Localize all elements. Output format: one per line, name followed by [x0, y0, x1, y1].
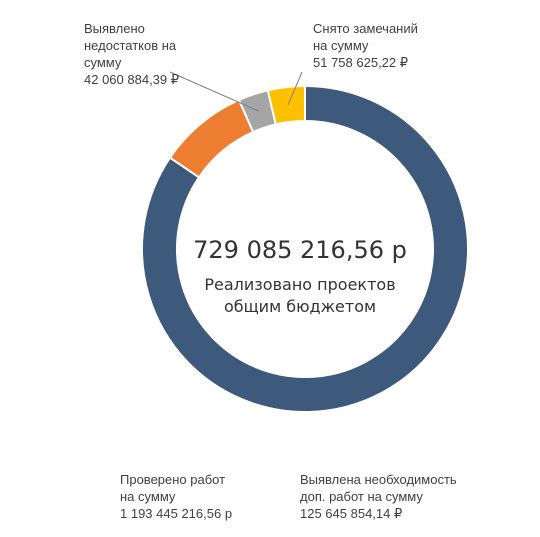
slice-removed [266, 84, 306, 126]
label-defects-line-1: Выявлено [84, 21, 145, 36]
label-removed-line-1: Снято замечаний [313, 21, 418, 36]
label-additional-line-2: доп. работ на сумму [300, 489, 423, 504]
leader-line-removed [287, 71, 303, 105]
label-removed: Снято замечаний на сумму 51 758 625,22 ₽ [313, 20, 418, 71]
label-additional-line-1: Выявлена необходимость [300, 472, 457, 487]
label-additional-value: 125 645 854,14 ₽ [300, 506, 403, 521]
label-defects-value: 42 060 884,39 ₽ [84, 72, 180, 87]
label-checked: Проверено работ на сумму 1 193 445 216,5… [120, 471, 232, 522]
label-checked-line-1: Проверено работ [120, 472, 226, 487]
label-defects-line-3: сумму [84, 55, 122, 70]
label-removed-line-2: на сумму [313, 38, 369, 53]
center-caption-line-2: общим бюджетом [223, 297, 377, 316]
label-additional: Выявлена необходимость доп. работ на сум… [300, 471, 457, 522]
label-removed-value: 51 758 625,22 ₽ [313, 55, 409, 70]
center-total-value: 729 085 216,56 р [193, 236, 407, 264]
center-caption-line-1: Реализовано проектов [204, 275, 396, 294]
leader-line-defects [169, 71, 259, 112]
center-caption: Реализовано проектов общим бюджетом [160, 274, 440, 318]
label-checked-line-2: на сумму [120, 489, 176, 504]
label-defects: Выявлено недостатков на сумму 42 060 884… [84, 20, 179, 88]
label-checked-value: 1 193 445 216,56 р [120, 506, 233, 521]
slice-additional [168, 98, 255, 179]
label-defects-line-2: недостатков на [84, 38, 177, 53]
slice-checked [141, 84, 469, 413]
